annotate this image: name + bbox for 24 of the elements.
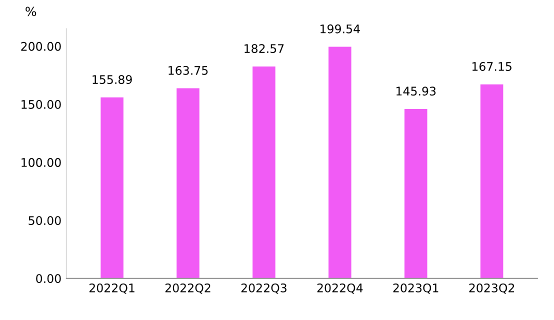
bar [404,108,428,278]
x-tick-label: 2022Q4 [317,283,363,294]
bar [252,66,276,278]
data-label: 155.89 [92,75,132,84]
data-label: 163.75 [168,66,208,75]
data-label: 145.93 [396,86,436,96]
y-tick-label: 100.00 [22,158,61,167]
x-tick-label: 2022Q3 [241,283,286,294]
bar [480,84,504,278]
x-tick-label: 2023Q1 [393,283,438,294]
y-tick-label: 150.00 [22,100,61,109]
data-label: 182.57 [244,44,284,54]
data-label: 199.54 [320,24,360,34]
x-tick-label: 2023Q2 [469,283,514,294]
y-tick-label: 0.00 [36,274,61,284]
x-tick-label: 2022Q2 [165,283,210,294]
bar [176,88,200,278]
bar [328,46,352,278]
y-axis-title: % [26,6,36,16]
data-label: 167.15 [472,62,512,71]
y-tick-label: 50.00 [28,216,61,226]
bar [100,97,124,278]
y-tick-label: 200.00 [21,42,61,51]
x-tick-label: 2022Q1 [89,283,134,294]
